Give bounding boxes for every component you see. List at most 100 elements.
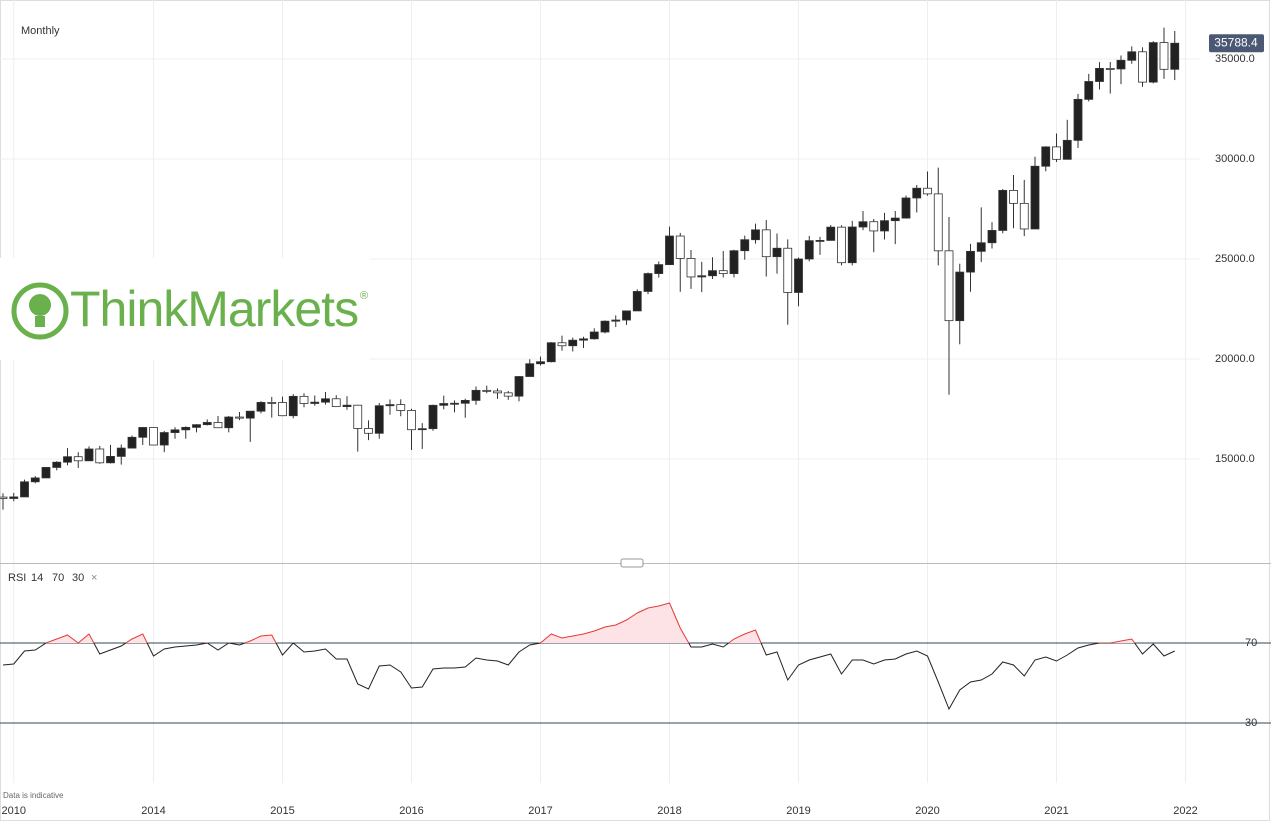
- candle-body: [632, 291, 642, 312]
- x-tick-label: 2016: [399, 805, 423, 817]
- timeframe: Monthly: [21, 25, 60, 37]
- x-tick-label: 2018: [657, 805, 681, 817]
- candle-body: [235, 416, 244, 419]
- resize-handle[interactable]: [620, 558, 644, 568]
- candle-body: [955, 271, 965, 322]
- candle-body: [1009, 189, 1018, 204]
- candle-body: [1138, 51, 1147, 83]
- candle-body: [557, 342, 567, 347]
- candle-body: [213, 422, 223, 429]
- candle-body: [1170, 42, 1180, 70]
- x-tick-label: 2014: [141, 805, 165, 817]
- candle-body: [869, 221, 879, 232]
- candle-body: [665, 235, 674, 266]
- candle-body: [482, 389, 492, 392]
- watermark-box: [0, 258, 370, 360]
- candle-body: [428, 404, 438, 430]
- candle-body: [353, 404, 363, 429]
- candle-body: [514, 376, 524, 397]
- candle-body: [278, 402, 287, 417]
- candle-body: [976, 242, 986, 252]
- candle-body: [536, 361, 545, 365]
- candle-body: [181, 426, 191, 431]
- indicator-period: 14: [31, 572, 43, 584]
- last-price-label: 35788.4: [1214, 35, 1258, 49]
- logo-base: [35, 316, 45, 327]
- candle-body: [600, 320, 610, 333]
- candle-body: [740, 239, 750, 252]
- brand: ThinkMarkets: [70, 281, 358, 337]
- candle-body: [471, 389, 481, 401]
- candle-body: [224, 416, 234, 429]
- candle-body: [890, 217, 900, 222]
- y-tick-label: 35000.0: [1215, 53, 1255, 65]
- candle-body: [159, 432, 169, 446]
- candle-body: [546, 342, 556, 363]
- candle-body: [568, 339, 578, 347]
- candle-body: [73, 456, 83, 462]
- x-tick-label: 2022: [1173, 805, 1197, 817]
- candle-body: [1116, 59, 1126, 70]
- x-tick-label: 2017: [528, 805, 552, 817]
- candle-body: [95, 448, 105, 464]
- candle-body: [149, 427, 158, 446]
- candle-body: [1095, 68, 1104, 82]
- rsi-line: [2, 643, 1175, 711]
- y-tick-label: 15000.0: [1215, 453, 1255, 465]
- candle-body: [966, 250, 975, 273]
- y-tick-label: 25000.0: [1215, 253, 1255, 265]
- candle-body: [1148, 42, 1158, 83]
- y-tick-label: 20000.0: [1215, 353, 1255, 365]
- candle-body: [417, 428, 427, 431]
- candle-body: [202, 422, 212, 426]
- candle-body: [321, 398, 330, 403]
- candle-body: [901, 197, 911, 219]
- candle-body: [837, 226, 846, 264]
- rsi-tick-label: 70: [1245, 637, 1257, 649]
- candle-body: [170, 429, 180, 433]
- candle-body: [30, 477, 40, 483]
- candle-body: [192, 424, 201, 428]
- candle-body: [503, 392, 513, 397]
- last-price-box: [1209, 34, 1264, 53]
- candle-body: [525, 363, 535, 377]
- candle-body: [858, 221, 868, 228]
- candle-body: [9, 496, 19, 499]
- watermark: ThinkMarkets ®: [0, 258, 370, 360]
- candle-body: [364, 428, 373, 434]
- candle-body: [923, 187, 932, 195]
- candle-body: [589, 331, 599, 340]
- candle-body: [439, 403, 449, 406]
- candle-body: [761, 229, 771, 258]
- candle-body: [751, 229, 760, 241]
- candle-body: [697, 275, 707, 278]
- candle-body: [622, 310, 631, 321]
- candle-body: [772, 247, 782, 258]
- candle-body: [643, 273, 653, 292]
- x-tick-label: 2020: [915, 805, 939, 817]
- candle-body: [944, 250, 954, 322]
- candle-body: [1019, 202, 1029, 230]
- x-tick-label: 2021: [1044, 805, 1068, 817]
- candle-body: [1030, 165, 1040, 230]
- candle-body: [579, 338, 588, 341]
- candle-body: [460, 399, 470, 404]
- logo-bulb: [29, 294, 51, 316]
- candle-body: [729, 250, 739, 274]
- candle-body: [654, 264, 664, 274]
- candle-body: [396, 404, 406, 411]
- logo-ring: [11, 282, 69, 340]
- candle-body: [1062, 139, 1072, 160]
- candle-body: [256, 402, 266, 412]
- candle-body: [783, 247, 793, 293]
- close-indicator[interactable]: ×: [91, 572, 97, 584]
- candle-body: [912, 187, 922, 199]
- candle-body: [63, 456, 72, 463]
- rsi-line-overbought: [45, 602, 1136, 643]
- candle-body: [310, 401, 320, 404]
- candle-body: [245, 410, 255, 419]
- candle-body: [331, 398, 341, 407]
- candle-body: [138, 427, 148, 438]
